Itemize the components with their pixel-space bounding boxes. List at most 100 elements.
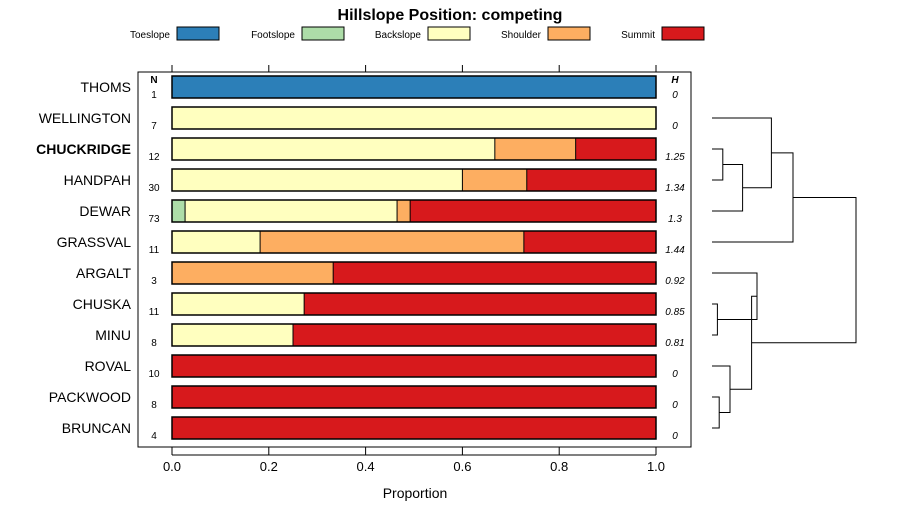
dendrogram-branch xyxy=(712,117,772,189)
dendrogram-branch xyxy=(712,365,731,413)
h-value: 1.3 xyxy=(668,214,682,225)
bar-outline xyxy=(171,75,657,99)
legend-swatch-shoulder xyxy=(547,26,591,41)
h-value: 0.92 xyxy=(665,276,685,287)
bar-segment-backslope xyxy=(172,107,656,129)
bar-segment-backslope xyxy=(172,324,293,346)
legend: Toeslope Footslope Backslope Shoulder Summit xyxy=(130,26,705,41)
row-argalt: ARGALT 3 0.92 xyxy=(76,261,685,287)
dendrogram-branch xyxy=(712,152,794,243)
bar-outline xyxy=(171,385,657,409)
top-axis-ticks xyxy=(171,65,657,72)
row-minu: MINU 8 0.81 xyxy=(95,323,685,349)
h-value: 0 xyxy=(672,369,678,380)
bar-outline xyxy=(171,323,657,347)
bar-outline xyxy=(171,199,657,223)
row-chuska: CHUSKA 11 0.85 xyxy=(73,292,685,318)
bar-segment-backslope xyxy=(172,138,495,160)
bar-segment-shoulder xyxy=(462,169,527,191)
bar-segment-backslope xyxy=(172,293,305,315)
row-label: ROVAL xyxy=(85,358,132,374)
bar-segment-shoulder xyxy=(172,262,334,284)
h-value: 0 xyxy=(672,90,678,101)
x-tick-label: 0.4 xyxy=(357,459,375,474)
bar-outline xyxy=(171,261,657,285)
bar-segment-summit xyxy=(172,386,656,408)
legend-swatch-summit xyxy=(661,26,705,41)
x-tick-label: 0.8 xyxy=(550,459,568,474)
bar-segment-toeslope xyxy=(172,76,656,98)
row-chuckridge: CHUCKRIDGE 12 1.25 xyxy=(36,137,685,163)
bar-outline xyxy=(171,168,657,192)
row-handpah: HANDPAH 30 1.34 xyxy=(64,168,685,194)
bar-segment-summit xyxy=(410,200,656,222)
bar-outline xyxy=(171,354,657,378)
bar-outline xyxy=(171,137,657,161)
bar-segment-backslope xyxy=(172,231,261,253)
row-label: ARGALT xyxy=(76,265,131,281)
row-label: MINU xyxy=(95,327,131,343)
h-value: 1.34 xyxy=(665,183,685,194)
dendrogram-branch xyxy=(712,396,720,429)
bar-segment-shoulder xyxy=(397,200,411,222)
bar-segment-backslope xyxy=(185,200,398,222)
n-value: 1 xyxy=(151,90,157,101)
row-label: THOMS xyxy=(80,79,131,95)
n-value: 7 xyxy=(151,121,157,132)
legend-label-shoulder: Shoulder xyxy=(501,30,542,41)
dendrogram-branch xyxy=(712,164,744,212)
row-dewar: DEWAR 73 1.3 xyxy=(79,199,682,225)
row-packwood: PACKWOOD 8 0 xyxy=(49,385,678,411)
n-value: 11 xyxy=(149,245,160,256)
legend-label-footslope: Footslope xyxy=(251,30,295,41)
bar-outline xyxy=(171,416,657,440)
row-label: HANDPAH xyxy=(64,172,131,188)
h-value: 1.25 xyxy=(665,152,685,163)
legend-swatch-footslope xyxy=(301,26,345,41)
bar-segment-shoulder xyxy=(260,231,524,253)
bar-segment-summit xyxy=(172,355,656,377)
n-value: 10 xyxy=(148,369,160,380)
row-roval: ROVAL 10 0 xyxy=(85,354,678,380)
h-value: 0 xyxy=(672,121,678,132)
bar-outline xyxy=(171,106,657,130)
x-tick-label: 0.2 xyxy=(260,459,278,474)
bar-segment-summit xyxy=(333,262,656,284)
n-value: 8 xyxy=(151,338,157,349)
dendrogram xyxy=(712,117,857,429)
row-grassval: GRASSVAL 11 1.44 xyxy=(57,230,685,256)
row-label: GRASSVAL xyxy=(57,234,132,250)
n-value: 11 xyxy=(149,307,160,318)
legend-label-toeslope: Toeslope xyxy=(130,30,170,41)
row-label: PACKWOOD xyxy=(49,389,131,405)
x-tick-label: 0.6 xyxy=(453,459,471,474)
bar-segment-summit xyxy=(293,324,656,346)
n-column-header: N xyxy=(150,75,157,86)
bar-segment-footslope xyxy=(172,200,186,222)
dendrogram-branch xyxy=(712,148,724,181)
legend-label-backslope: Backslope xyxy=(375,30,422,41)
bar-segment-summit xyxy=(172,417,656,439)
row-bruncan: BRUNCAN 4 0 xyxy=(62,416,678,442)
bar-segment-shoulder xyxy=(494,138,576,160)
row-label: CHUSKA xyxy=(73,296,132,312)
n-value: 4 xyxy=(151,431,157,442)
x-axis-label: Proportion xyxy=(383,485,448,501)
bar-outline xyxy=(171,230,657,254)
row-wellington: WELLINGTON 7 0 xyxy=(39,106,678,132)
row-thoms: THOMS 1 0 xyxy=(80,75,678,101)
dendrogram-branch xyxy=(712,272,758,320)
plot-frame xyxy=(137,71,692,448)
bar-segment-summit xyxy=(575,138,656,160)
row-label: WELLINGTON xyxy=(39,110,131,126)
legend-label-summit: Summit xyxy=(621,30,655,41)
h-value: 0.85 xyxy=(665,307,685,318)
bar-segment-backslope xyxy=(172,169,463,191)
dendrogram-branch xyxy=(712,303,718,336)
h-value: 0.81 xyxy=(665,338,684,349)
n-value: 73 xyxy=(148,214,160,225)
n-value: 30 xyxy=(148,183,160,194)
legend-swatch-toeslope xyxy=(176,26,220,41)
